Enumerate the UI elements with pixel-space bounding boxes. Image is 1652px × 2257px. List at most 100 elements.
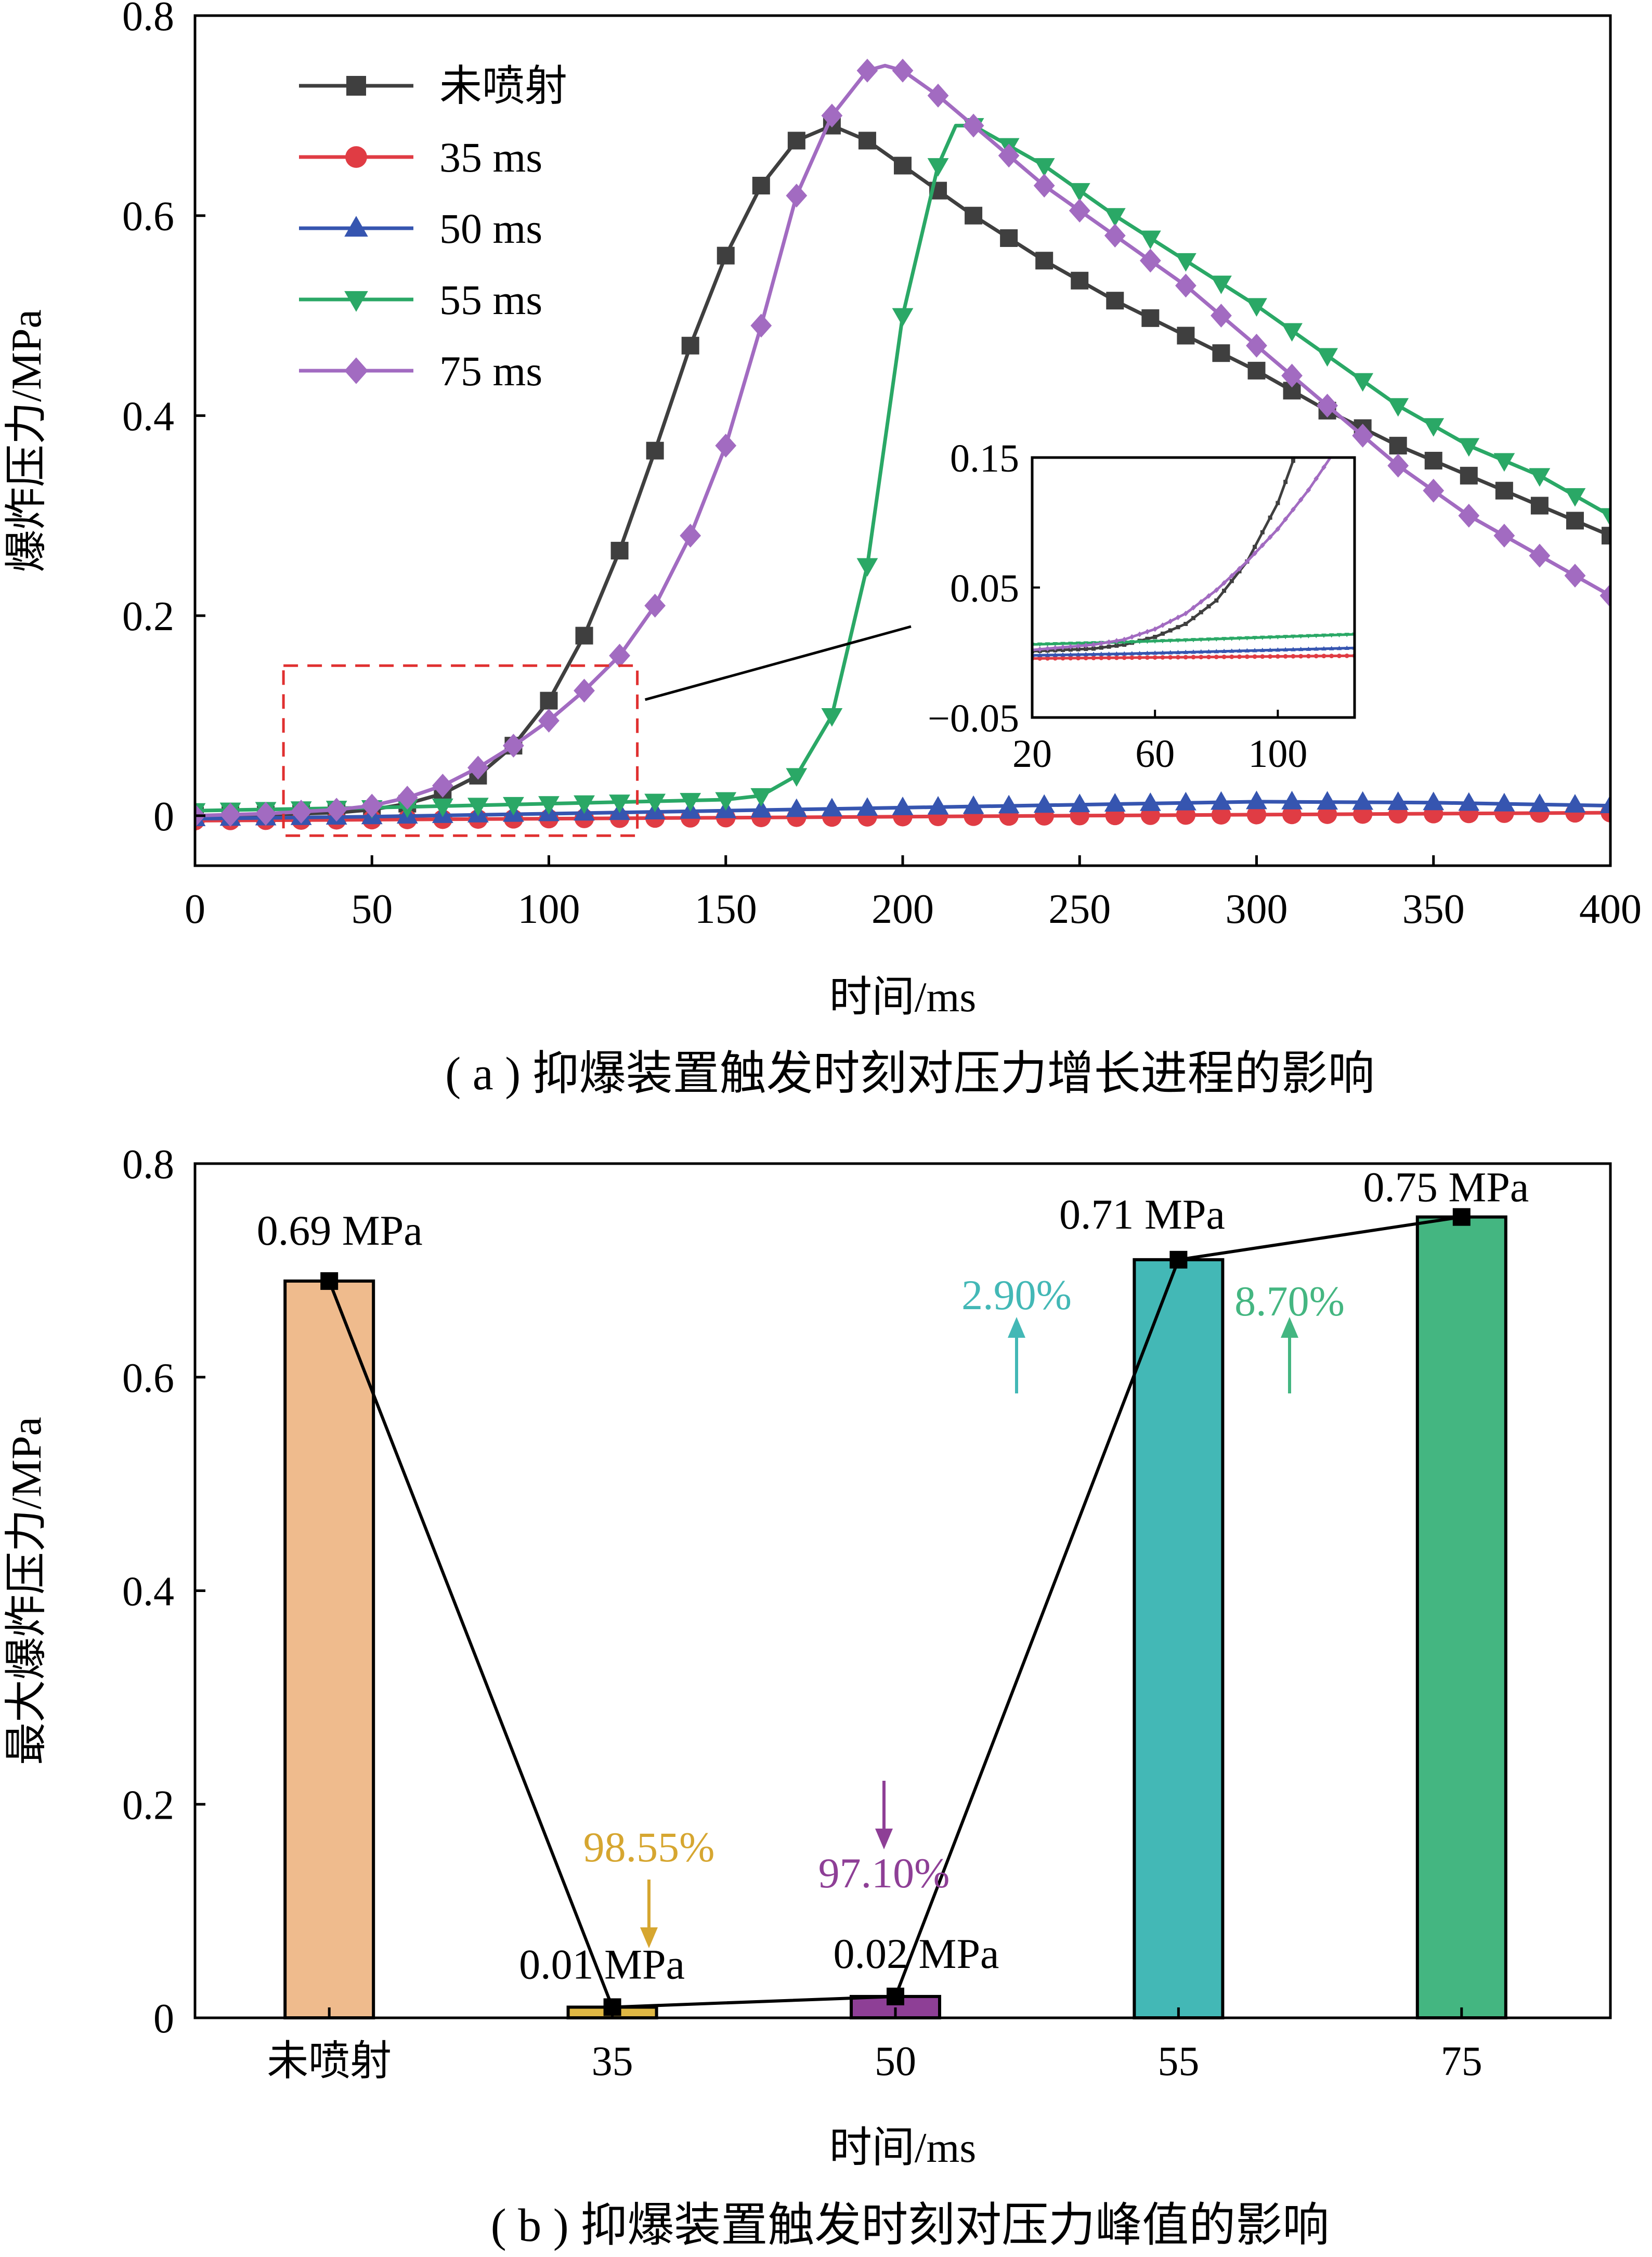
inset-x-tick-label: 100 [1248,732,1307,776]
inset-marker-1 [1176,655,1180,660]
inset-marker-0 [1153,635,1157,639]
inset-marker-3 [1122,640,1127,645]
series-marker-0 [610,542,629,560]
inset-marker-0 [1352,241,1357,245]
series-marker-3 [680,793,701,812]
inset-marker-1 [1298,654,1304,659]
series-marker-3 [892,308,914,327]
series-marker-0 [1424,451,1442,469]
inset-marker-2 [1037,653,1043,657]
y-tick-label: 0.6 [122,194,174,240]
series-marker-2 [1246,790,1267,810]
series-marker-2 [1175,791,1196,811]
value-label-3: 0.71 MPa [1059,1191,1225,1238]
series-marker-0 [752,177,770,194]
series-marker-3 [1281,323,1303,342]
inset-marker-0 [1345,273,1349,278]
inset-marker-0 [1291,459,1295,463]
x-tick-label: 400 [1579,886,1642,932]
panel-b-bars [283,1215,1507,2020]
inset-marker-0 [1199,610,1203,615]
series-marker-3 [538,796,560,815]
inset-marker-2 [1321,646,1326,651]
series-marker-4 [998,143,1020,168]
x-tick-label: 200 [871,886,934,932]
series-marker-3 [1458,438,1480,457]
inset-marker-3 [1260,635,1265,640]
inset-marker-3 [1313,634,1319,638]
x-tick-label: 250 [1048,886,1111,932]
b-y-tick-label: 0.6 [122,1355,174,1401]
inset-marker-0 [1068,647,1073,652]
inset-marker-4 [1337,442,1342,448]
series-marker-0 [1000,229,1018,247]
inset-marker-1 [1237,654,1242,659]
panel-a-legend: 未喷射 35 ms 50 ms 55 ms 75 ms [299,62,567,395]
legend-label-3: 55 ms [439,276,542,323]
series-marker-3 [1493,453,1515,472]
inset-marker-1 [1214,655,1219,659]
series-marker-1 [1246,805,1267,825]
inset-marker-2 [1129,651,1135,656]
inset-marker-0 [1283,479,1288,484]
inset-x-tick-label: 60 [1135,732,1175,776]
series-marker-4 [538,709,560,733]
inset-marker-0 [1168,628,1173,633]
series-marker-2 [1069,793,1090,813]
inset-marker-3 [1037,642,1043,647]
inset-marker-4 [1344,425,1349,431]
series-marker-1 [1211,805,1231,825]
inset-marker-4 [1252,550,1257,556]
panel-b-change-annotations: 98.55% 97.10% 2.90% 8.70% [583,1271,1345,1948]
inset-background [1032,458,1355,717]
inset-marker-1 [1313,654,1319,659]
series-marker-4 [1352,423,1374,448]
panel-b-ticks: 未喷射 35 50 55 75 0 0.2 0.4 0.6 0.8 [122,1142,1482,2084]
value-label-4: 0.75 MPa [1363,1164,1529,1211]
inset-marker-2 [1075,652,1081,657]
inset-marker-4 [1106,639,1112,645]
series-marker-4 [1564,564,1586,588]
series-marker-4 [786,184,808,208]
series-marker-3 [1352,373,1374,392]
inset-marker-3 [1244,636,1250,641]
inset-marker-2 [1221,648,1227,654]
inset-marker-4 [1267,534,1273,540]
x-tick-label: 100 [518,886,580,932]
inset-marker-4 [1144,629,1150,635]
inset-marker-3 [1321,633,1326,638]
series-marker-3 [1175,253,1196,272]
inset-marker-2 [1144,650,1150,655]
inset-marker-1 [1337,654,1342,658]
inset-marker-1 [1252,654,1257,659]
series-marker-3 [644,793,666,813]
panel-b-caption: ( b ) 抑爆装置触发时刻对压力峰值的影响 [491,2200,1329,2251]
y-tick-label: 0.2 [122,594,174,640]
series-marker-3 [1317,348,1338,367]
value-label-0: 0.69 MPa [257,1207,423,1254]
change-arrow-head [875,1829,893,1849]
x-tick-label: 350 [1402,886,1465,932]
inset-marker-1 [1122,655,1127,660]
inset-marker-1 [1283,654,1288,659]
series-marker-3 [1069,183,1090,202]
inset-marker-2 [1083,651,1089,657]
inset-marker-2 [1267,647,1273,652]
inset-marker-4 [1083,642,1089,648]
series-marker-4 [290,800,312,824]
inset-marker-3 [1252,636,1257,641]
series-marker-4 [255,802,277,826]
series-marker-3 [574,795,595,814]
x-tick-label: 50 [351,886,393,932]
series-marker-4 [1211,304,1232,328]
series-marker-0 [1389,437,1407,455]
series-marker-4 [1458,503,1480,528]
inset-marker-3 [1198,637,1204,642]
legend-label-0: 未喷射 [439,62,567,110]
inset-marker-2 [1114,651,1120,656]
legend-marker-0 [346,76,366,96]
inset-marker-3 [1167,638,1173,643]
change-label-55: 2.90% [961,1271,1072,1319]
inset-marker-3 [1267,635,1273,640]
b-y-tick-label: 0.8 [122,1142,174,1188]
